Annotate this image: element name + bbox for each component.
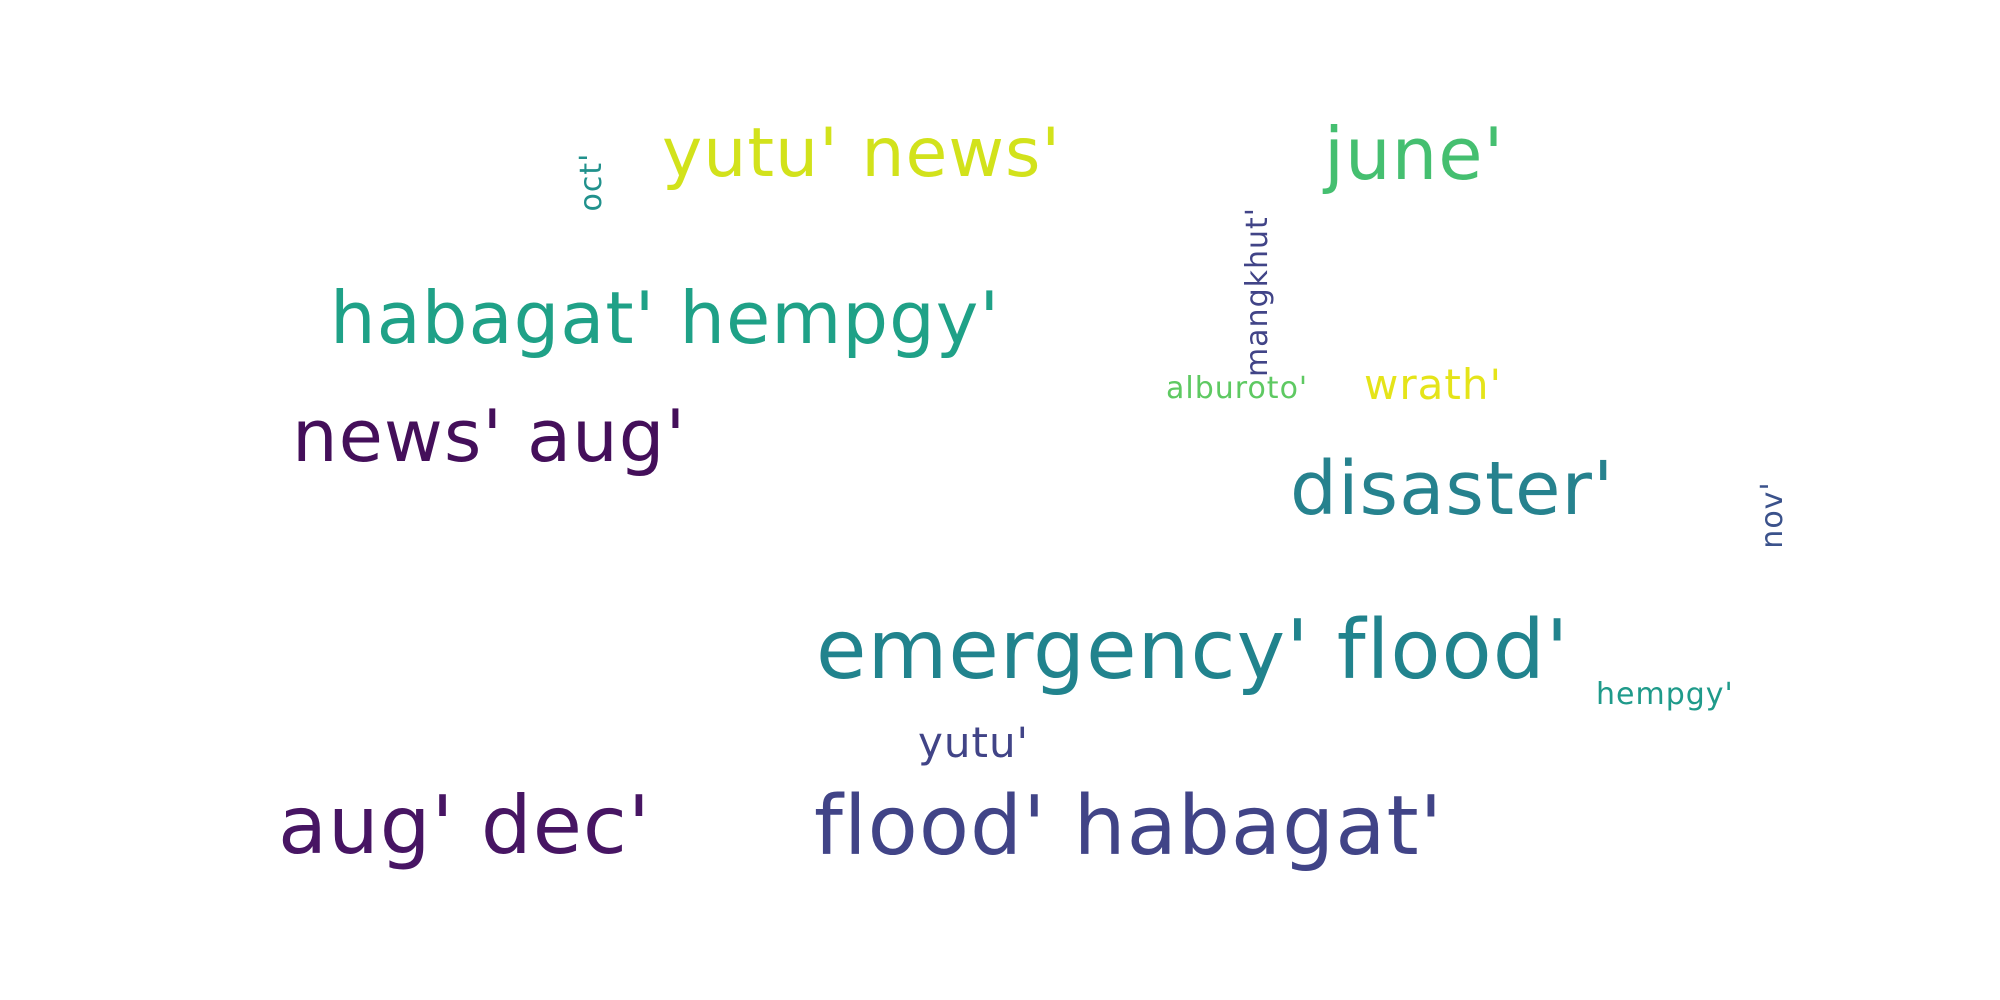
- word-aug-dec: aug' dec': [278, 779, 651, 872]
- word-wrath: wrath': [1364, 360, 1502, 409]
- word-disaster: disaster': [1290, 446, 1615, 532]
- word-news-aug: news' aug': [292, 394, 687, 478]
- word-june: june': [1324, 112, 1505, 196]
- word-alburoto: alburoto': [1166, 371, 1309, 406]
- word-oct: oct': [574, 152, 609, 212]
- word-emergency-flood: emergency' flood': [816, 603, 1570, 698]
- word-yutu-news: yutu' news': [662, 114, 1062, 193]
- word-mangkhut: mangkhut': [1240, 206, 1275, 378]
- word-yutu: yutu': [918, 718, 1030, 767]
- word-hempgy: hempgy': [1596, 677, 1734, 712]
- word-habagat-hempgy: habagat' hempgy': [330, 276, 1001, 360]
- word-nov: nov': [1755, 481, 1790, 549]
- word-flood-habagat: flood' habagat': [814, 779, 1444, 874]
